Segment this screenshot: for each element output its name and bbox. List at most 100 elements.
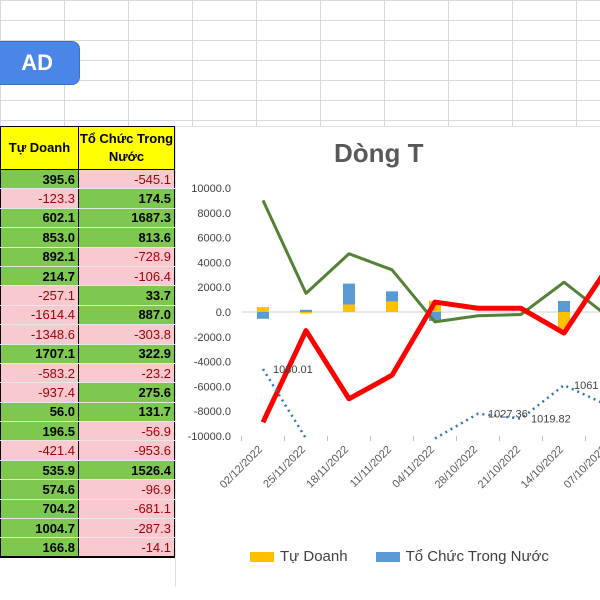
cell-tu-doanh: -123.3 [0,188,79,209]
cell-to-chuc: 174.5 [78,188,175,209]
cell-tu-doanh: 196.5 [0,421,79,442]
table-row: 1707.1 322.9 [0,344,175,364]
cell-to-chuc: -303.8 [78,324,175,345]
cell-to-chuc: 887.0 [78,305,175,326]
bar-tu-doanh [343,304,355,312]
x-tick-label: 21/10/2022 [476,444,523,491]
table-row: -937.4 275.6 [0,382,175,403]
cell-to-chuc: 1526.4 [78,460,175,481]
table-row: -1348.6 -303.8 [0,324,175,345]
legend-label-tu-doanh: Tự Doanh [280,548,348,565]
bar-tu-doanh [257,307,269,312]
cell-to-chuc: 275.6 [78,382,175,403]
cell-to-chuc: -287.3 [78,518,175,539]
bar-tu-doanh [300,312,312,314]
cell-to-chuc: 131.7 [78,402,175,423]
line-red [260,274,600,424]
cell-tu-doanh: 892.1 [0,247,79,267]
y-tick-label: 2000.0 [197,282,231,294]
cell-tu-doanh: 602.1 [0,208,79,229]
table-body: 395.6 -545.1 -123.3 174.5 602.1 1687.3 853.0 81… [0,169,175,559]
data-label: 1019.82 [531,414,571,426]
data-label: 1080.01 [273,364,313,376]
spreadsheet-grid-lower [0,40,600,126]
x-tick-label: 02/12/2022 [218,444,265,491]
cell-to-chuc: -728.9 [78,247,175,267]
line-green [261,199,600,324]
x-tick-label: 18/11/2022 [304,444,351,491]
table-row: 574.6 -96.9 [0,479,175,500]
table-row: 214.7 -106.4 [0,266,175,287]
load-button-label: AD [21,50,53,75]
bar-tu-doanh [386,301,398,312]
x-tick-label: 25/11/2022 [261,444,308,491]
table-row: 892.1 -728.9 [0,247,175,267]
table-row: 602.1 1687.3 [0,208,175,229]
cell-tu-doanh: 853.0 [0,227,79,248]
cell-tu-doanh: 214.7 [0,266,79,287]
y-tick-label: 8000.0 [197,208,231,220]
table-row: 166.8 -14.1 [0,537,175,559]
table-row: -421.4 -953.6 [0,440,175,461]
bar-to-chuc [429,312,441,322]
x-tick-label: 28/10/2022 [433,444,480,491]
bar-to-chuc [300,309,312,312]
cell-tu-doanh: 166.8 [0,537,79,559]
cell-tu-doanh: 1707.1 [0,344,79,364]
table-row: -123.3 174.5 [0,188,175,209]
cell-to-chuc: -953.6 [78,440,175,461]
chart-title: Dòng T [334,138,424,168]
y-tick-label: -2000.0 [194,332,231,344]
data-label: 1061 [574,380,598,392]
y-tick-label: 0.0 [216,307,231,319]
chart-legend: Tự Doanh Tổ Chức Trong Nước [250,548,577,565]
cell-tu-doanh: -937.4 [0,382,79,403]
cell-to-chuc: 322.9 [78,344,175,364]
cell-tu-doanh: -583.2 [0,363,79,384]
y-tick-label: -10000.0 [188,431,231,443]
y-tick-label: 4000.0 [197,257,231,269]
cell-tu-doanh: 395.6 [0,169,79,190]
cell-to-chuc: -96.9 [78,479,175,500]
bar-to-chuc [257,312,269,319]
y-tick-label: -8000.0 [194,406,231,418]
data-label: 1027.36 [488,409,528,421]
cell-to-chuc: -14.1 [78,537,175,559]
x-tick-label: 07/10/2022 [562,444,600,491]
spreadsheet-grid [0,0,600,40]
table-row: 704.2 -681.1 [0,499,175,520]
x-tick-label: 11/11/2022 [348,444,394,490]
cell-to-chuc: -23.2 [78,363,175,384]
table-row: -583.2 -23.2 [0,363,175,384]
y-tick-label: -6000.0 [194,381,231,393]
bar-to-chuc [343,283,355,305]
cell-tu-doanh: 56.0 [0,402,79,423]
table-row: -1614.4 887.0 [0,305,175,326]
bar-to-chuc [558,301,570,312]
flow-table: Tự Doanh Tổ Chức Trong Nước 395.6 -545.1-… [0,126,175,559]
header-to-chuc: Tổ Chức Trong Nước [78,126,175,170]
cell-tu-doanh: 1004.7 [0,518,79,539]
cell-to-chuc: -56.9 [78,421,175,442]
table-row: 853.0 813.6 [0,227,175,248]
legend-label-to-chuc: Tổ Chức Trong Nước [405,548,549,565]
y-tick-label: 6000.0 [197,233,231,245]
cell-to-chuc: -681.1 [78,499,175,520]
cell-tu-doanh: -1614.4 [0,305,79,326]
header-tu-doanh: Tự Doanh [0,126,79,170]
load-button[interactable]: AD [0,41,80,85]
cell-to-chuc: -545.1 [78,169,175,190]
cell-tu-doanh: -257.1 [0,285,79,306]
y-tick-label: 10000.0 [191,183,231,195]
cell-tu-doanh: -421.4 [0,440,79,461]
cell-tu-doanh: -1348.6 [0,324,79,345]
legend-swatch-tu-doanh [250,551,274,562]
cell-tu-doanh: 535.9 [0,460,79,481]
cell-to-chuc: -106.4 [78,266,175,287]
cell-tu-doanh: 704.2 [0,499,79,520]
cell-to-chuc: 813.6 [78,227,175,248]
table-row: 196.5 -56.9 [0,421,175,442]
line-dotted [261,368,600,440]
y-tick-label: -4000.0 [194,357,231,369]
legend-swatch-to-chuc [375,551,400,562]
